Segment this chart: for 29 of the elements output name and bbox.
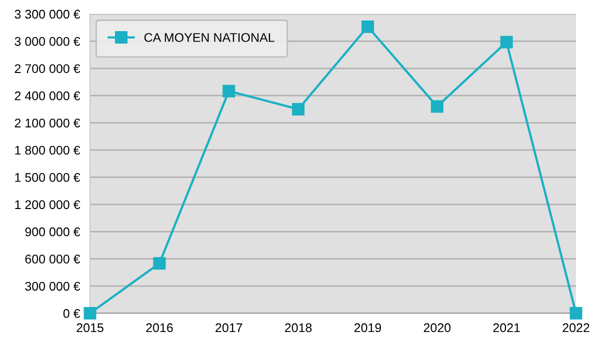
y-tick-label: 2 400 000 € — [14, 91, 80, 100]
x-tick-label: 2019 — [354, 323, 382, 332]
y-tick-label: 600 000 € — [25, 254, 80, 264]
x-tick-label: 2021 — [493, 323, 520, 332]
y-tick-label: 0 € — [63, 309, 80, 318]
x-tick-label: 2018 — [285, 323, 312, 332]
point — [292, 102, 305, 116]
point — [430, 100, 444, 113]
x-tick-label: 2020 — [424, 323, 451, 332]
y-tick-label: 900 000 € — [25, 227, 80, 236]
y-tick-label: 1 800 000 € — [15, 146, 80, 155]
y-tick-label: 1 500 000 € — [15, 173, 80, 182]
point — [570, 307, 582, 320]
y-tick-label: 2 100 000 € — [14, 118, 80, 128]
x-tick-label: 2016 — [146, 323, 173, 332]
y-tick-label: 1 200 000 € — [15, 200, 80, 210]
point — [361, 20, 374, 33]
point — [153, 257, 166, 270]
x-tick-label: 2022 — [562, 323, 590, 332]
x-tick-label: 2015 — [76, 323, 104, 332]
y-tick-label: 3 000 000 € — [14, 37, 80, 46]
legend-label: CA MOYEN NATIONAL — [144, 33, 274, 42]
point — [84, 307, 96, 320]
point — [500, 36, 513, 48]
x-tick-label: 2017 — [216, 323, 242, 332]
y-tick-label: 300 000 € — [25, 282, 80, 291]
point — [222, 84, 236, 98]
y-tick-label: 2 700 000 € — [14, 64, 80, 74]
y-tick-label: 3 300 000 € — [14, 10, 80, 19]
